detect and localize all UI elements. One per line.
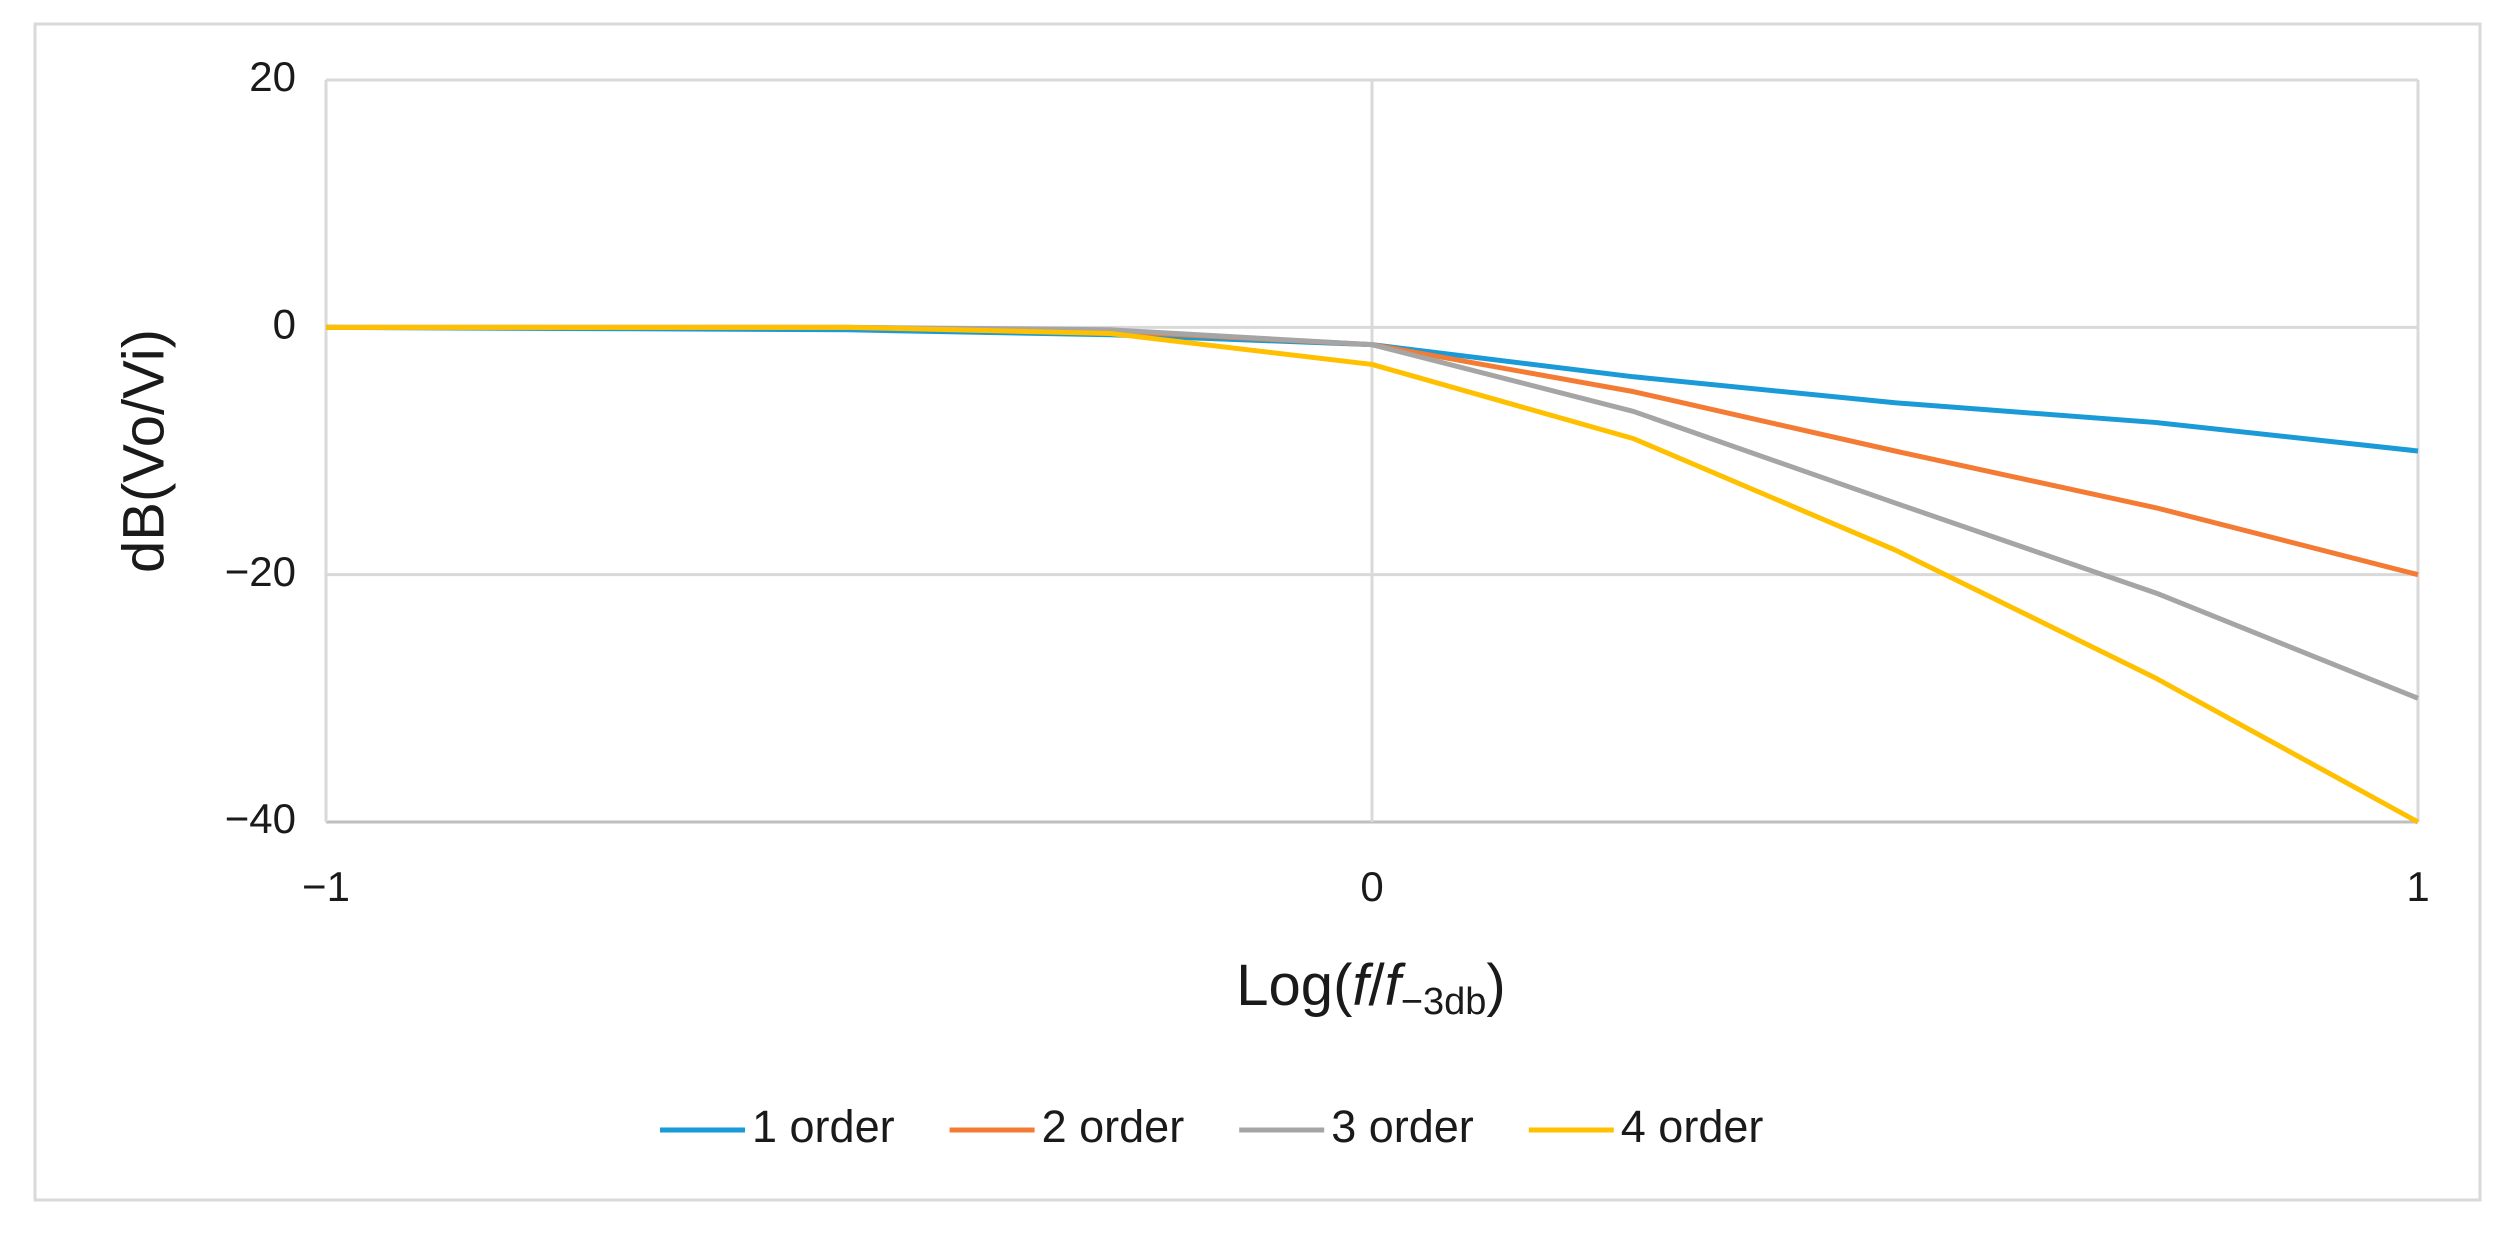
x-title-part: Log( <box>1236 953 1352 1018</box>
y-axis-title: dB(Vo/Vi) <box>111 329 176 573</box>
legend-label: 4 order <box>1621 1101 1764 1152</box>
x-title-part: / <box>1369 953 1386 1018</box>
x-tick-label: 1 <box>2406 863 2429 910</box>
legend-label: 2 order <box>1042 1101 1185 1152</box>
legend-label: 3 order <box>1331 1101 1474 1152</box>
x-title-part: ) <box>1486 953 1505 1018</box>
line-series <box>326 324 2420 825</box>
chart-border <box>33 22 2482 1202</box>
x-tick-label: −1 <box>302 863 350 910</box>
y-tick-label: −20 <box>225 548 296 595</box>
y-tick-label: 20 <box>249 53 296 100</box>
y-tick-label: 0 <box>273 300 296 347</box>
x-title-part: −3db <box>1401 981 1487 1023</box>
y-tick-label: −40 <box>225 795 296 842</box>
legend-label: 1 order <box>752 1101 895 1152</box>
x-axis-title: Log(f/f−3db) <box>1236 953 1505 1023</box>
x-tick-label: 0 <box>1360 863 1383 910</box>
